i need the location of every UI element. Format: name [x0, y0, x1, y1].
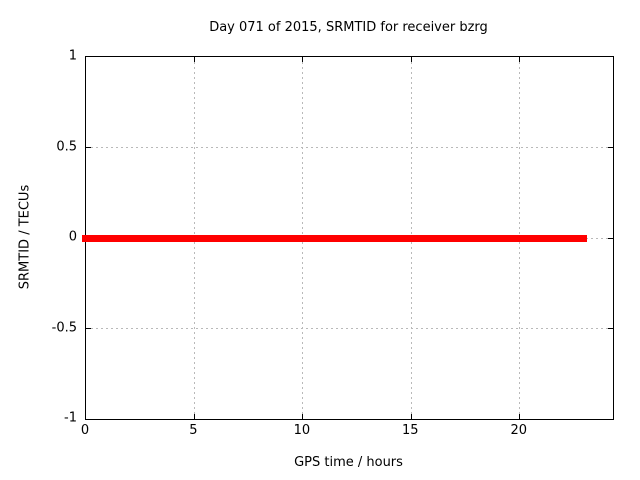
grid-line-horizontal — [86, 328, 613, 329]
x-tick-label: 5 — [189, 423, 198, 438]
x-tick-mark-top — [302, 57, 304, 62]
y-tick-label: 0.5 — [56, 139, 77, 154]
y-tick-mark-right — [608, 147, 613, 148]
x-tick-mark-bottom — [410, 414, 412, 419]
x-tick-mark-bottom — [519, 414, 521, 419]
y-tick-label: 1 — [68, 48, 77, 64]
x-tick-label: 15 — [402, 423, 419, 438]
x-tick-mark-bottom — [302, 414, 304, 419]
y-tick-mark-right — [608, 328, 613, 329]
x-tick-mark-top — [519, 57, 521, 62]
grid-line-horizontal — [86, 147, 613, 148]
x-tick-mark-bottom — [193, 414, 195, 419]
x-tick-label: 20 — [510, 423, 527, 438]
y-tick-label: 0 — [68, 229, 77, 245]
data-series-srmtid — [82, 234, 587, 242]
plot-area — [82, 56, 614, 420]
y-tick-mark-left — [86, 147, 91, 148]
x-tick-label: 10 — [293, 423, 311, 438]
y-tick-label: -0.5 — [51, 320, 77, 335]
x-tick-mark-top — [410, 57, 412, 62]
x-tick-mark-top — [193, 57, 195, 62]
y-tick-mark-left — [86, 328, 91, 329]
chart-title: Day 071 of 2015, SRMTID for receiver bzr… — [209, 20, 488, 35]
y-tick-mark-right — [608, 237, 613, 239]
x-axis-label: GPS time / hours — [294, 455, 403, 470]
y-tick-label: -1 — [64, 410, 77, 426]
y-axis-label: SRMTID / TECUs — [17, 184, 33, 290]
x-tick-label: 0 — [80, 423, 90, 438]
